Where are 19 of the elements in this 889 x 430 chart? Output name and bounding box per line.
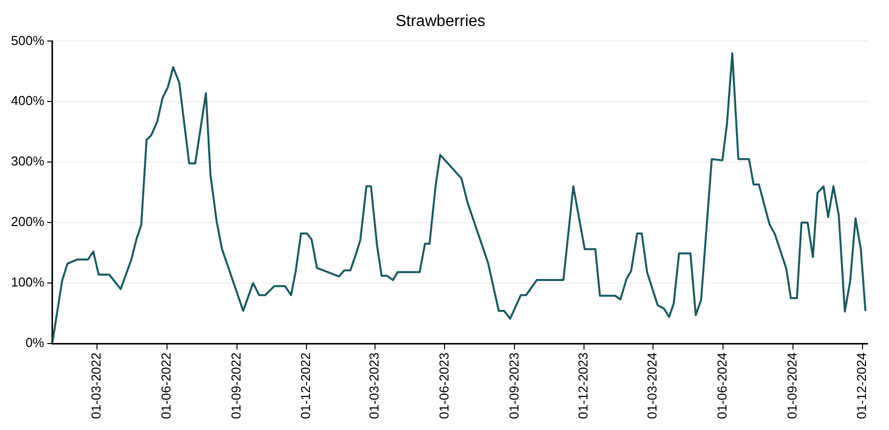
y-tick-label: 500%	[11, 32, 45, 48]
x-tick-label: 01-09-2024	[784, 352, 800, 419]
y-tick-label: 100%	[11, 274, 45, 290]
y-tick-label: 200%	[11, 214, 45, 230]
x-tick-label: 01-12-2024	[854, 352, 869, 419]
x-tick-label: 01-03-2023	[366, 352, 382, 419]
x-tick-label: 01-06-2023	[436, 352, 452, 419]
x-tick-label: 01-03-2024	[644, 352, 660, 419]
x-tick-label: 01-03-2022	[88, 352, 104, 419]
x-tick-label: 01-12-2023	[576, 352, 591, 419]
y-tick-label: 400%	[11, 93, 45, 108]
y-tick-label: 300%	[11, 154, 45, 169]
chart-title: Strawberries	[396, 13, 486, 30]
x-tick-label: 01-06-2022	[158, 352, 174, 419]
y-tick-label: 0%	[25, 335, 45, 350]
x-tick-label: 01-06-2024	[714, 352, 730, 419]
x-tick-label: 01-09-2023	[506, 352, 522, 419]
x-tick-label: 01-09-2022	[228, 352, 244, 419]
x-tick-label: 01-12-2022	[298, 352, 313, 419]
